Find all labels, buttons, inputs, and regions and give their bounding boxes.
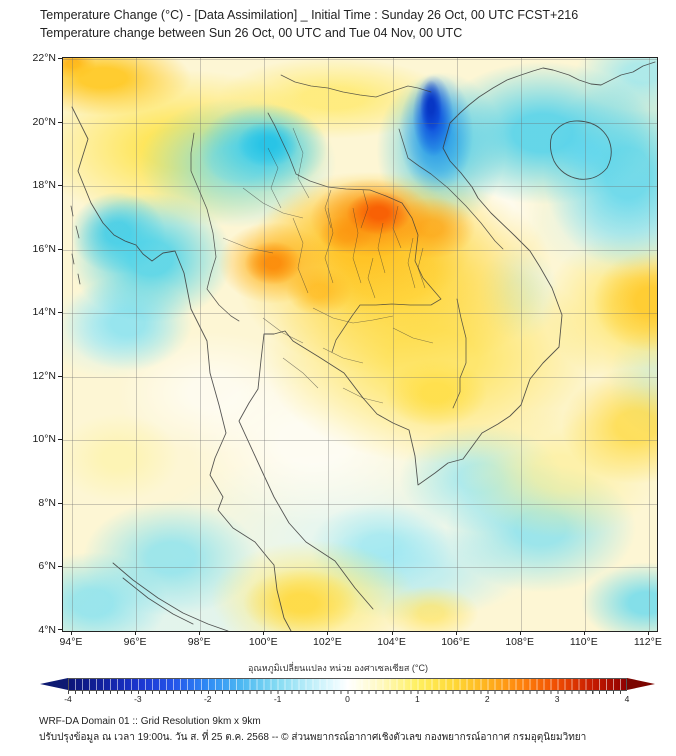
y-tick-label: 20°N (32, 115, 56, 128)
gridline-meridian (72, 58, 73, 631)
x-tick-label: 104°E (377, 636, 406, 648)
colorbar-tick-label: -1 (273, 694, 282, 704)
x-tick-mark (455, 631, 457, 635)
gridline-meridian (264, 58, 266, 631)
x-tick-mark (71, 631, 72, 635)
map-borders-svg (70, 61, 656, 631)
colorbar-gradient-bar (68, 678, 627, 691)
y-tick-mark (58, 629, 62, 630)
gridline-meridian (328, 58, 330, 631)
gridline-meridian (584, 58, 586, 631)
x-tick-mark (263, 631, 265, 635)
x-tick-label: 100°E (248, 636, 278, 648)
x-tick-mark (647, 631, 649, 635)
gridline-parallel (63, 440, 657, 441)
y-tick-mark (58, 248, 62, 250)
y-tick-mark (58, 375, 62, 377)
colorbar-tick-label: 3 (554, 694, 560, 704)
x-tick-label: 112°E (633, 636, 662, 648)
colorbar-tick-label: 2 (484, 694, 490, 704)
border-thailand-laos-mekong (267, 112, 442, 353)
gridline-meridian (520, 58, 522, 631)
gridline-parallel (63, 567, 657, 568)
page-title-line1: Temperature Change (°C) - [Data Assimila… (40, 8, 579, 22)
colorbar-tick-label: -4 (64, 694, 72, 704)
page-title-line2: Temperature change between Sun 26 Oct, 0… (40, 26, 463, 40)
colorbar-left-arrow-icon (40, 678, 68, 690)
x-tick-mark (391, 631, 393, 635)
colorbar (40, 678, 655, 691)
gridline-meridian (392, 58, 394, 631)
colorbar-tick-label: 4 (624, 694, 630, 704)
y-tick-label: 12°N (32, 369, 56, 382)
y-tick-mark (58, 121, 62, 123)
gridline-parallel (63, 503, 657, 505)
map-frame (62, 57, 658, 632)
x-tick-label: 96°E (123, 636, 147, 648)
x-tick-mark (519, 631, 521, 635)
y-tick-mark (58, 185, 62, 186)
x-tick-mark (135, 631, 137, 635)
x-tick-mark (583, 631, 585, 635)
x-tick-label: 102°E (313, 636, 342, 648)
colorbar-tick-label: -2 (203, 694, 212, 704)
coastline-west (71, 106, 292, 631)
x-tick-mark (199, 631, 201, 635)
y-tick-label: 16°N (32, 242, 56, 255)
y-tick-mark (58, 312, 62, 313)
gridline-meridian (648, 58, 650, 631)
colorbar-tick-label: 0 (345, 694, 350, 704)
gridline-meridian (136, 58, 138, 631)
colorbar-minor-ticks (68, 691, 627, 694)
gridline-meridian (456, 58, 458, 631)
gridline-parallel (63, 186, 657, 187)
footer-line2: ปรับปรุงข้อมูล ณ เวลา 19:00น. วัน ส. ที่… (39, 732, 587, 743)
y-tick-mark (58, 58, 62, 59)
map-temperature-field (63, 58, 657, 631)
colorbar-title: อุณหภูมิเปลี่ยนแปลง หน่วย องศาเซลเซียส (… (248, 663, 428, 673)
gridline-parallel (63, 249, 657, 251)
x-tick-label: 108°E (505, 636, 535, 648)
y-tick-mark (58, 566, 62, 567)
coastline-sumatra (112, 562, 229, 631)
gridline-meridian (200, 58, 202, 631)
footer-line1: WRF-DA Domain 01 :: Grid Resolution 9km … (39, 716, 261, 727)
gridline-parallel (63, 122, 657, 124)
x-tick-label: 110°E (569, 636, 598, 648)
colorbar-tick-label: -3 (134, 694, 142, 704)
coastline-gulf-vietnam-china (238, 61, 656, 610)
province-borders-mesh (222, 127, 434, 404)
x-tick-label: 98°E (187, 636, 211, 648)
gridline-parallel (63, 313, 657, 314)
border-laos-cambodia-vietnam (452, 298, 467, 409)
y-tick-label: 4°N (38, 623, 56, 636)
y-tick-label: 10°N (32, 433, 56, 445)
gridline-parallel (63, 59, 657, 60)
colorbar-right-arrow-icon (627, 678, 655, 690)
y-tick-mark (58, 439, 62, 440)
coastline-hainan (549, 120, 612, 180)
x-tick-label: 94°E (59, 636, 83, 648)
x-tick-label: 106°E (441, 636, 470, 648)
andaman-islands (70, 205, 81, 285)
border-myanmar-thailand (190, 132, 240, 322)
border-laos-vietnam (398, 128, 504, 250)
y-tick-label: 8°N (38, 496, 56, 509)
colorbar-tick-label: 1 (415, 694, 420, 704)
y-tick-label: 22°N (32, 52, 56, 64)
y-tick-mark (58, 502, 62, 504)
y-tick-label: 14°N (32, 306, 56, 318)
y-tick-label: 6°N (38, 560, 56, 572)
y-tick-label: 18°N (32, 179, 56, 191)
border-china-laos-vietnam (280, 74, 432, 98)
x-tick-mark (327, 631, 329, 635)
gridline-parallel (63, 376, 657, 378)
